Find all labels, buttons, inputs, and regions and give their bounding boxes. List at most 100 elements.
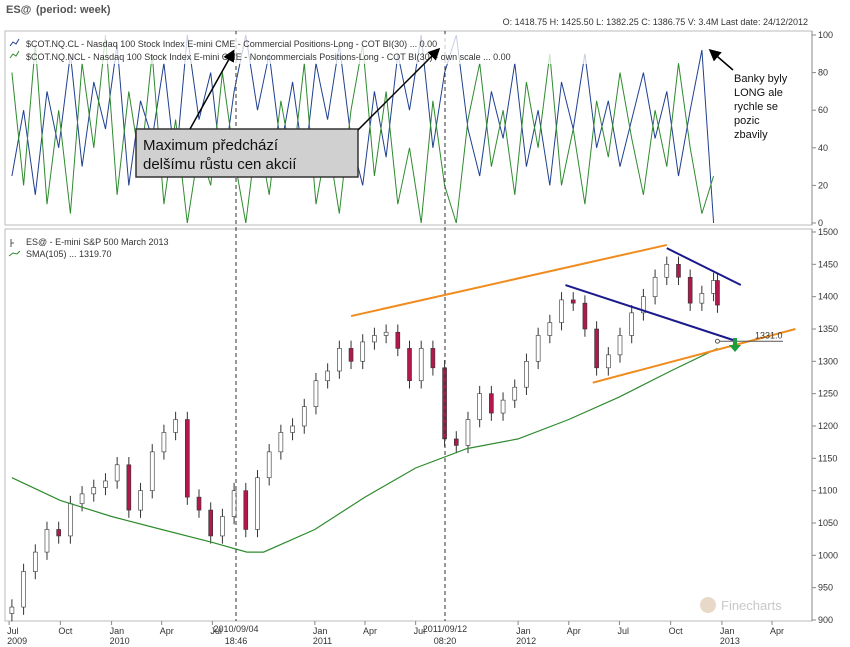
candle-body bbox=[278, 432, 284, 453]
x-tick-label: Jan bbox=[720, 626, 735, 636]
cot-series-line-1 bbox=[11, 34, 715, 224]
candle-body bbox=[676, 264, 681, 278]
candle-body bbox=[699, 293, 705, 304]
candle-body bbox=[348, 348, 354, 362]
upper-y-axis: 0 20 40 60 80 100 bbox=[812, 30, 833, 228]
x-tick-label: Apr bbox=[363, 626, 377, 636]
price-series-layer bbox=[9, 243, 796, 622]
candle-body bbox=[126, 464, 132, 511]
event-marker-time: 08:20 bbox=[434, 636, 457, 646]
x-tick-year-label: 2011 bbox=[313, 636, 332, 646]
x-tick-label: Jan bbox=[313, 626, 328, 636]
candle-body bbox=[360, 341, 366, 362]
annotation-arrow-left bbox=[189, 49, 235, 130]
y-tick-label: 1350 bbox=[818, 324, 838, 334]
watermark-text: Finecharts bbox=[721, 598, 782, 613]
candle-body bbox=[407, 348, 412, 382]
x-tick-label: Apr bbox=[770, 626, 784, 636]
watermark: Finecharts bbox=[700, 597, 782, 613]
candle-body bbox=[687, 276, 693, 304]
level-label: 1331.0 bbox=[755, 330, 783, 340]
candle-body bbox=[383, 331, 389, 336]
ohlc-readout: O: 1418.75 H: 1425.50 L: 1382.25 C: 1386… bbox=[503, 17, 808, 27]
candle-body bbox=[617, 335, 623, 356]
y-tick-label: 1150 bbox=[818, 453, 837, 463]
candle-body bbox=[56, 529, 61, 537]
y-tick-label: 1250 bbox=[818, 389, 838, 399]
x-tick-label: Apr bbox=[160, 626, 174, 636]
watermark-logo-icon bbox=[700, 597, 716, 613]
bank-note-line-5: zbavily bbox=[734, 129, 768, 141]
bank-annotation: Banky byly LONG ale rychle se pozic zbav… bbox=[708, 49, 788, 141]
upper-legend-entry-1: $COT.NQ.CL - Nasdaq 100 Stock Index E-mi… bbox=[26, 39, 437, 49]
bank-note-line-1: Banky byly bbox=[734, 73, 788, 85]
bank-note-line-2: LONG ale bbox=[734, 87, 783, 99]
candle-body bbox=[559, 299, 564, 323]
candle-body bbox=[465, 419, 471, 446]
title-bar: ES@ (period: week) O: 1418.75 H: 1425.50… bbox=[6, 4, 808, 27]
lower-legend-entry-1: ES@ - E-mini S&P 500 March 2013 bbox=[26, 237, 169, 247]
lower-y-axis: 900 950 1000 1050 1100 1150 1200 1250 1300 1350 14… bbox=[812, 227, 838, 625]
y-tick-label: 40 bbox=[818, 143, 828, 153]
candle-body bbox=[185, 419, 190, 498]
x-tick-year-label: 2012 bbox=[516, 636, 536, 646]
x-tick-label: Oct bbox=[58, 626, 73, 636]
candle-body bbox=[301, 406, 307, 427]
annotation-line-1: Maximum předchází bbox=[143, 137, 279, 154]
candle-body bbox=[79, 493, 85, 504]
legend-line-icon bbox=[9, 50, 20, 59]
candle-body bbox=[231, 490, 237, 517]
candle-body bbox=[453, 438, 459, 446]
candle-body bbox=[173, 419, 178, 433]
candle-body bbox=[149, 451, 155, 491]
level-start-dot bbox=[714, 338, 720, 344]
candle-body bbox=[477, 393, 482, 420]
upper-legend-bg bbox=[7, 34, 605, 64]
candle-body bbox=[337, 348, 342, 372]
candle-body bbox=[138, 490, 143, 511]
y-tick-label: 1200 bbox=[818, 421, 838, 431]
x-tick-label: Jul bbox=[7, 626, 19, 636]
trend-line-3 bbox=[565, 284, 734, 341]
candle-body bbox=[255, 477, 260, 530]
x-tick-label: Jul bbox=[210, 626, 222, 636]
y-tick-label: 60 bbox=[818, 105, 828, 115]
candle-body bbox=[243, 490, 249, 530]
y-tick-label: 1500 bbox=[818, 227, 838, 237]
y-tick-label: 0 bbox=[818, 218, 823, 228]
candle-body bbox=[161, 432, 167, 453]
sma-line bbox=[11, 347, 718, 553]
candle-body bbox=[524, 361, 529, 388]
trend-line-4 bbox=[666, 247, 742, 286]
candle-body bbox=[32, 551, 38, 572]
candle-body bbox=[290, 425, 295, 433]
candle-body bbox=[220, 516, 225, 537]
candle-body bbox=[594, 328, 599, 369]
y-tick-label: 80 bbox=[818, 68, 828, 78]
candle-body bbox=[372, 335, 377, 343]
x-tick-label: Jul bbox=[617, 626, 629, 636]
y-tick-label: 100 bbox=[818, 30, 833, 40]
candle-body bbox=[711, 280, 716, 294]
y-tick-label: 1000 bbox=[818, 550, 838, 560]
candle-body bbox=[652, 276, 658, 297]
event-marker-date: 2010/09/04 bbox=[213, 624, 258, 634]
bank-arrow bbox=[708, 49, 734, 71]
candle-body bbox=[395, 331, 401, 349]
y-tick-label: 1400 bbox=[818, 292, 838, 302]
legend-line-icon bbox=[9, 38, 20, 47]
candle-body bbox=[325, 370, 330, 382]
y-tick-label: 900 bbox=[818, 615, 833, 625]
candle-body bbox=[715, 280, 720, 306]
candle-body bbox=[641, 296, 646, 314]
event-marker-time: 18:46 bbox=[225, 636, 248, 646]
candle-body bbox=[512, 386, 518, 401]
lower-legend: ES@ - E-mini S&P 500 March 2013 SMA(105)… bbox=[7, 233, 197, 259]
upper-legend-entry-2: $COT.NQ.NCL - Nasdaq 100 Stock Index E-m… bbox=[26, 52, 511, 62]
annotation-line-2: delšímu růstu cen akcií bbox=[143, 156, 297, 173]
level-marker: 1331.0 bbox=[729, 330, 783, 352]
y-tick-label: 1100 bbox=[818, 486, 837, 496]
y-tick-label: 1450 bbox=[818, 259, 838, 269]
